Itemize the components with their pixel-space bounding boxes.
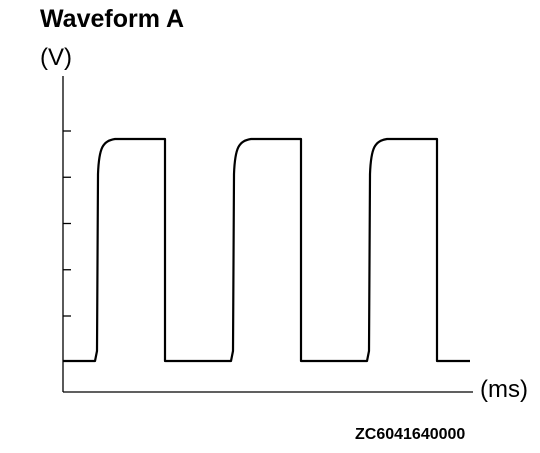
y-axis-ticks <box>63 130 71 317</box>
y-axis-label: (V) <box>40 44 72 71</box>
square-wave-trace <box>63 137 470 363</box>
chart-title: Waveform A <box>40 5 185 33</box>
x-axis-label: (ms) <box>480 376 528 403</box>
figure-id-label: ZC6041640000 <box>355 426 466 443</box>
